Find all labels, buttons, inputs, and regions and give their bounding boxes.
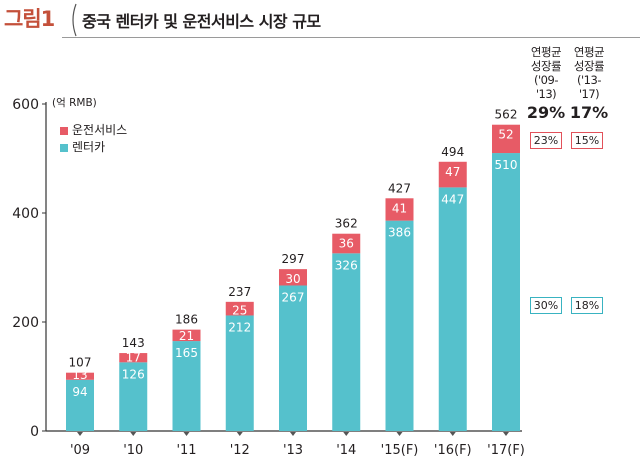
legend-swatch-driver [60, 126, 68, 135]
legend-item-renter: 렌터카 [60, 139, 127, 156]
figure-label: 그림1 [4, 7, 55, 31]
x-tick-mark [236, 432, 243, 436]
data-label-renter: 386 [388, 226, 411, 240]
bar-renter [332, 253, 361, 431]
title-divider-slash [72, 3, 77, 37]
cagr-driver-box-1: 23% [530, 132, 562, 149]
cagr-header-2: 연평균 성장률 ('13-'17) [567, 45, 611, 101]
x-tick-label: '13 [283, 443, 303, 458]
data-label-renter: 212 [228, 320, 251, 334]
cagr-header-1-line1: 연평균 [530, 45, 562, 59]
bar-renter [492, 153, 520, 432]
legend-label-driver: 운전서비스 [72, 123, 128, 137]
x-tick-mark [130, 432, 137, 436]
cagr-renter-box-2: 18% [571, 297, 603, 314]
data-label-total: 362 [335, 217, 358, 231]
cagr-header-1-line2: 성장률 [530, 59, 562, 73]
data-label-total: 237 [228, 285, 251, 299]
legend-label-renter: 렌터카 [72, 140, 106, 154]
x-tick-label: '17(F) [487, 443, 525, 458]
x-tick-mark [396, 432, 403, 436]
data-label-renter: 510 [495, 158, 518, 172]
data-label-driver: 52 [498, 128, 513, 142]
cagr-header-1-line3: ('09-'13) [534, 73, 558, 101]
data-label-renter: 447 [441, 192, 464, 206]
bar-renter [119, 362, 148, 431]
data-label-total: 143 [122, 336, 145, 350]
y-tick-label: 400 [12, 206, 39, 222]
x-tick-mark [77, 432, 83, 436]
cagr-header-2-line3: ('13-'17) [577, 73, 601, 101]
data-label-total: 427 [388, 181, 411, 195]
figure-title: 중국 렌터카 및 운전서비스 시장 규모 [82, 12, 321, 31]
data-label-driver: 21 [179, 329, 194, 343]
data-label-driver: 47 [445, 165, 460, 179]
cagr-header-2-line1: 연평균 [573, 45, 605, 59]
title-underline [62, 37, 640, 38]
bar-driver [225, 301, 254, 316]
bar-driver [172, 329, 201, 342]
data-label-renter: 94 [72, 385, 87, 399]
cagr-renter-box-1: 30% [530, 297, 562, 314]
bar-renter [225, 315, 254, 431]
data-label-driver: 13 [72, 368, 87, 382]
y-tick-label: 200 [12, 315, 39, 331]
x-tick-mark [183, 432, 190, 436]
data-label-total: 494 [441, 145, 464, 159]
bar-driver [279, 269, 307, 286]
y-tick-label: 600 [12, 97, 39, 113]
bar-driver [66, 372, 94, 380]
data-label-total: 186 [175, 313, 198, 327]
bar-driver [385, 198, 414, 221]
data-label-driver: 30 [285, 272, 300, 286]
bar-renter [279, 285, 307, 431]
cagr-header-1: 연평균 성장률 ('09-'13) [524, 45, 568, 101]
data-label-driver: 25 [232, 303, 247, 317]
legend-swatch-renter [60, 143, 68, 152]
x-tick-mark [503, 432, 509, 436]
chart-bars [66, 124, 520, 432]
data-label-total: 562 [495, 108, 518, 122]
data-label-renter: 165 [175, 346, 198, 360]
x-tick-label: '15(F) [381, 443, 419, 458]
cagr-total-1: 29% [526, 103, 566, 122]
bar-driver [119, 353, 148, 363]
x-tick-mark [290, 432, 296, 436]
data-label-renter: 326 [335, 258, 358, 272]
chart-legend: 운전서비스 렌터카 [60, 122, 128, 156]
x-tick-label: '16(F) [434, 443, 472, 458]
data-label-renter: 126 [122, 367, 145, 381]
x-tick-mark [449, 432, 456, 436]
data-label-driver: 36 [339, 237, 354, 251]
x-tick-label: '11 [176, 443, 196, 458]
cagr-header-2-line2: 성장률 [573, 59, 605, 73]
bar-driver [438, 161, 467, 188]
data-label-total: 297 [282, 252, 305, 266]
cagr-driver-box-2: 15% [571, 132, 603, 149]
x-tick-mark [343, 432, 350, 436]
x-tick-label: '09 [70, 443, 90, 458]
bar-renter [385, 220, 414, 431]
y-axis-unit: (억 RMB) [52, 97, 97, 109]
data-label-renter: 267 [282, 290, 305, 304]
legend-item-driver: 운전서비스 [60, 122, 127, 139]
data-label-driver: 17 [126, 350, 141, 364]
y-tick-label: 0 [30, 424, 39, 440]
bar-renter [172, 341, 201, 431]
x-tick-label: '12 [230, 443, 250, 458]
bar-renter [66, 379, 94, 431]
data-label-total: 107 [69, 356, 92, 370]
x-tick-label: '14 [336, 443, 356, 458]
data-label-driver: 41 [392, 201, 407, 215]
cagr-total-2: 17% [569, 103, 609, 122]
bar-driver [492, 124, 520, 154]
x-tick-label: '10 [123, 443, 143, 458]
bar-driver [332, 233, 361, 254]
bar-renter [438, 187, 467, 431]
